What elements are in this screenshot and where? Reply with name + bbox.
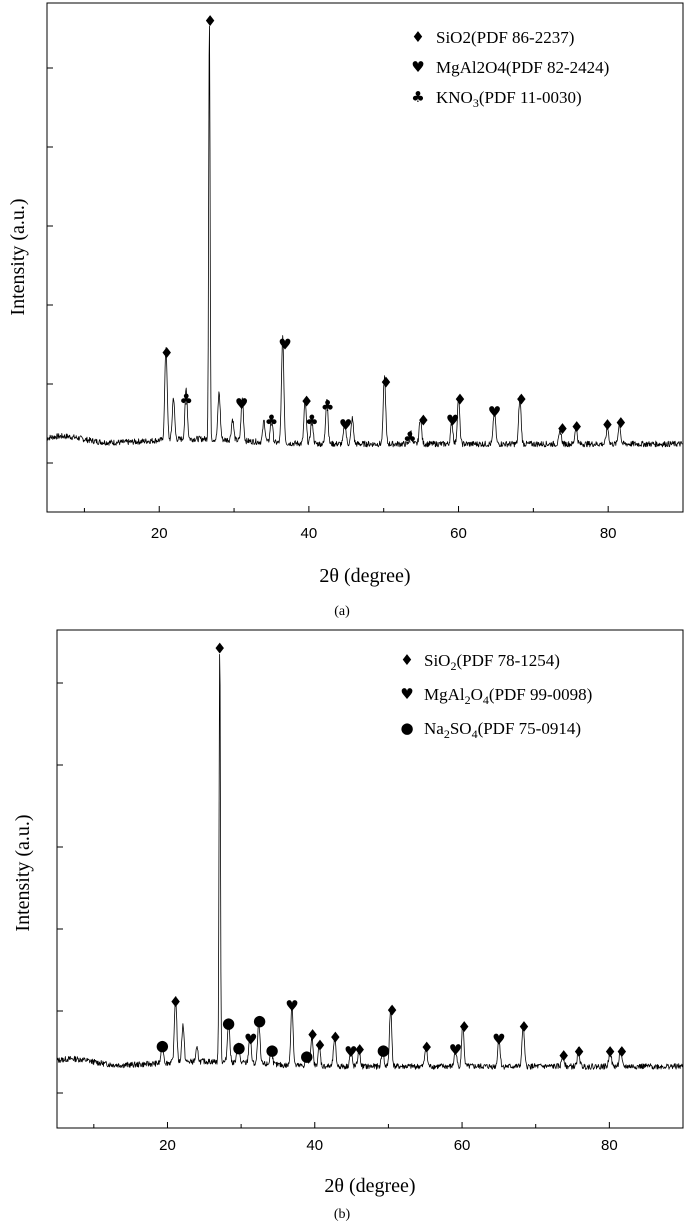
peak-marker-diamond: ♦ bbox=[570, 418, 583, 436]
peak-marker-dot: ● bbox=[232, 1039, 245, 1057]
panel-b-plot-frame bbox=[56, 629, 684, 1129]
peak-marker-diamond: ♦ bbox=[603, 1043, 616, 1061]
panel-a-y-axis-title: Intensity (a.u.) bbox=[7, 198, 29, 315]
panel-b-y-ticks bbox=[57, 682, 63, 1094]
panel-a-peak-markers: ♦♣♦♥♣♥♦♣♣♥♦♣♦ ♥♦♥♦♦ ♦ ♦ ♦ bbox=[160, 12, 628, 447]
x-tick-label-40: 40 bbox=[306, 1137, 323, 1154]
peak-marker-heart: ♥ bbox=[488, 403, 501, 421]
peak-marker-dot: ● bbox=[222, 1014, 235, 1032]
legend-symbol-diamond: ♦ bbox=[411, 28, 424, 46]
peak-marker-diamond: ♦ bbox=[169, 993, 182, 1011]
peak-marker-diamond: ♦ bbox=[453, 391, 466, 409]
legend-entry-1: MgAl2O4(PDF 99-0098) bbox=[424, 685, 592, 707]
peak-marker-diamond: ♦ bbox=[313, 1037, 326, 1055]
peak-marker-diamond: ♦ bbox=[213, 639, 226, 657]
panel-a-x-ticks: 20 40 60 80 bbox=[83, 506, 617, 542]
peak-marker-diamond: ♦ bbox=[160, 344, 173, 362]
panel-a-plot-frame bbox=[46, 2, 684, 513]
x-tick-label-80: 80 bbox=[600, 525, 617, 542]
peak-marker-diamond: ♦ bbox=[556, 420, 569, 438]
peak-marker-diamond: ♦ bbox=[614, 414, 627, 432]
peak-marker-diamond: ♦ bbox=[203, 12, 216, 30]
x-tick-label-20: 20 bbox=[151, 525, 168, 542]
panel-b-label: (b) bbox=[334, 1207, 351, 1222]
panel-b-y-axis-title: Intensity (a.u.) bbox=[12, 814, 34, 931]
panel-b-legend: ♦ SiO2(PDF 78-1254) ♥ MgAl2O4(PDF 99-0098) ●… bbox=[400, 651, 592, 741]
panel-b-xrd-trace bbox=[56, 654, 684, 1070]
panel-a-x-axis-title: 2θ (degree) bbox=[319, 565, 410, 587]
peak-marker-diamond: ♦ bbox=[417, 412, 430, 430]
peak-marker-diamond: ♦ bbox=[517, 1018, 530, 1036]
peak-marker-heart: ♥ bbox=[339, 416, 352, 434]
peak-marker-diamond: ♦ bbox=[379, 374, 392, 392]
panel-b-x-ticks: 20 40 60 80 bbox=[93, 1122, 618, 1154]
legend-entry-2: Na2SO4(PDF 75-0914) bbox=[424, 719, 581, 741]
peak-marker-diamond: ♦ bbox=[306, 1026, 319, 1044]
legend-entry-0: SiO2(PDF 86-2237) bbox=[436, 28, 574, 47]
peak-marker-diamond: ♦ bbox=[300, 393, 313, 411]
panel-b-peak-markers: ●♦♦●●♥●●♥●♦♦ ♦♥♦ ●♦♦ ♥♦♥♦♦ ♦ ♦♦ bbox=[156, 639, 629, 1065]
peak-marker-club: ♣ bbox=[321, 397, 334, 415]
peak-marker-dot: ● bbox=[300, 1047, 313, 1065]
panel-a-chart: 20 40 60 80 ♦♣♦♥♣♥♦♣♣♥♦♣♦ ♥♦♥♦♦ ♦ ♦ ♦ ♦ SiO2(PDF… bbox=[7, 2, 684, 619]
peak-marker-heart: ♥ bbox=[492, 1030, 505, 1048]
x-tick-label-60: 60 bbox=[450, 525, 467, 542]
peak-marker-dot: ● bbox=[253, 1012, 266, 1030]
panel-a-legend: ♦ SiO2(PDF 86-2237) ♥ MgAl2O4(PDF 82-2424) ♣… bbox=[411, 28, 609, 110]
peak-marker-heart: ♥ bbox=[235, 395, 248, 413]
panel-b-chart: 20 40 60 80 ●♦♦●●♥●●♥●♦♦ ♦♥♦ ●♦♦ ♥♦♥♦♦ ♦ ♦♦ ♦ SiO… bbox=[12, 629, 684, 1222]
peak-marker-diamond: ♦ bbox=[458, 1018, 471, 1036]
peak-marker-diamond: ♦ bbox=[420, 1039, 433, 1057]
peak-marker-diamond: ♦ bbox=[353, 1041, 366, 1059]
peak-marker-diamond: ♦ bbox=[329, 1028, 342, 1046]
peak-marker-club: ♣ bbox=[265, 412, 278, 430]
peak-marker-club: ♣ bbox=[305, 412, 318, 430]
panel-a-label: (a) bbox=[334, 604, 350, 619]
panel-a-y-ticks bbox=[47, 67, 53, 464]
peak-marker-dot: ● bbox=[377, 1041, 390, 1059]
legend-entry-0: SiO2(PDF 78-1254) bbox=[424, 651, 560, 673]
peak-marker-dot: ● bbox=[156, 1037, 169, 1055]
peak-marker-heart: ♥ bbox=[285, 997, 298, 1015]
peak-marker-heart: ♥ bbox=[278, 336, 291, 354]
peak-marker-club: ♣ bbox=[179, 391, 192, 409]
x-tick-label-20: 20 bbox=[159, 1137, 176, 1154]
x-tick-label-80: 80 bbox=[601, 1137, 618, 1154]
x-tick-label-60: 60 bbox=[454, 1137, 471, 1154]
legend-entry-2: KNO3(PDF 11-0030) bbox=[436, 88, 582, 110]
x-tick-label-40: 40 bbox=[301, 525, 318, 542]
peak-marker-heart: ♥ bbox=[446, 412, 459, 430]
peak-marker-heart: ♥ bbox=[344, 1043, 357, 1061]
peak-marker-club: ♣ bbox=[403, 429, 416, 447]
panel-b-x-axis-title: 2θ (degree) bbox=[324, 1175, 415, 1197]
legend-symbol-club: ♣ bbox=[411, 88, 424, 106]
legend-entry-1: MgAl2O4(PDF 82-2424) bbox=[436, 58, 609, 77]
peak-marker-diamond: ♦ bbox=[601, 416, 614, 434]
legend-symbol-heart: ♥ bbox=[400, 685, 413, 703]
peak-marker-diamond: ♦ bbox=[515, 391, 528, 409]
peak-marker-heart: ♥ bbox=[449, 1041, 462, 1059]
legend-symbol-diamond: ♦ bbox=[400, 651, 413, 669]
legend-symbol-heart: ♥ bbox=[411, 58, 424, 76]
peak-marker-diamond: ♦ bbox=[615, 1043, 628, 1061]
legend-symbol-dot: ● bbox=[400, 719, 413, 737]
peak-marker-dot: ● bbox=[266, 1041, 279, 1059]
peak-marker-diamond: ♦ bbox=[385, 1001, 398, 1019]
peak-marker-heart: ♥ bbox=[244, 1030, 257, 1048]
panel-a-xrd-trace bbox=[46, 25, 683, 448]
peak-marker-diamond: ♦ bbox=[557, 1047, 570, 1065]
peak-marker-diamond: ♦ bbox=[572, 1043, 585, 1061]
